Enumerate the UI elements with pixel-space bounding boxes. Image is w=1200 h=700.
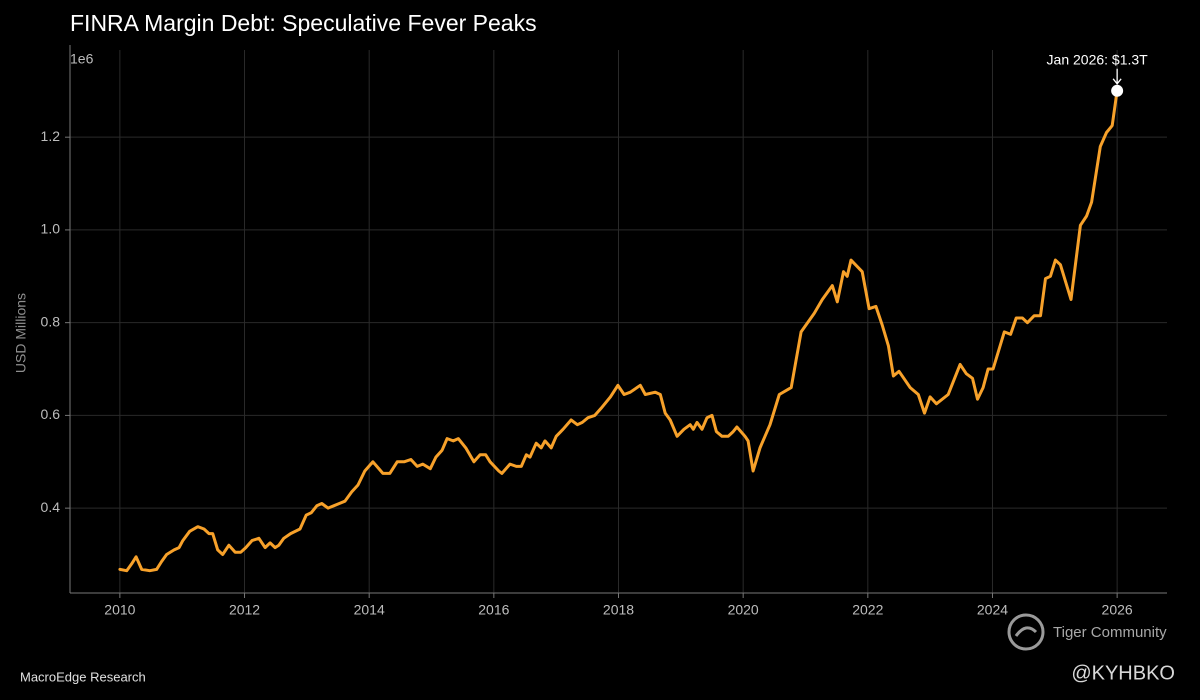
source-note: MacroEdge Research — [20, 669, 146, 684]
x-tick-label: 2020 — [728, 602, 759, 618]
annotation-text: Jan 2026: $1.3T — [1047, 52, 1149, 68]
y-axis-label: USD Millions — [13, 293, 29, 373]
x-tick-label: 2014 — [354, 602, 385, 618]
annotation-point — [1111, 84, 1124, 97]
x-tick-label: 2016 — [478, 602, 509, 618]
x-tick-label: 2024 — [977, 602, 1008, 618]
x-tick-label: 2018 — [603, 602, 634, 618]
data-line — [118, 89, 1119, 573]
y-tick-label: 0.8 — [41, 313, 61, 329]
y-tick-label: 1.0 — [41, 221, 61, 237]
logo-mark — [1014, 626, 1038, 637]
annotation-arrow — [1112, 68, 1122, 85]
x-tick-label: 2010 — [104, 602, 135, 618]
x-tick-label: 2026 — [1102, 602, 1133, 618]
grid: 0.4 0.6 0.8 1.0 1.2 2010 2012 2014 2016 2018 2020 2… — [41, 45, 1167, 618]
x-tick-label: 2022 — [852, 602, 883, 618]
plot-area: Jan 2026: $1.3T — [118, 52, 1149, 573]
watermark: @KYHBKO — [1071, 662, 1175, 684]
watermark: Tiger Community — [1053, 624, 1167, 641]
watermark-logo — [1007, 613, 1045, 651]
x-tick-label: 2012 — [229, 602, 260, 618]
y-tick-label: 0.4 — [41, 499, 61, 515]
y-tick-label: 0.6 — [41, 406, 61, 422]
y-offset-label: 1e6 — [70, 51, 94, 67]
chart-title: FINRA Margin Debt: Speculative Fever Pea… — [70, 10, 537, 36]
logo-ring — [1007, 613, 1045, 651]
y-tick-label: 1.2 — [41, 128, 61, 144]
